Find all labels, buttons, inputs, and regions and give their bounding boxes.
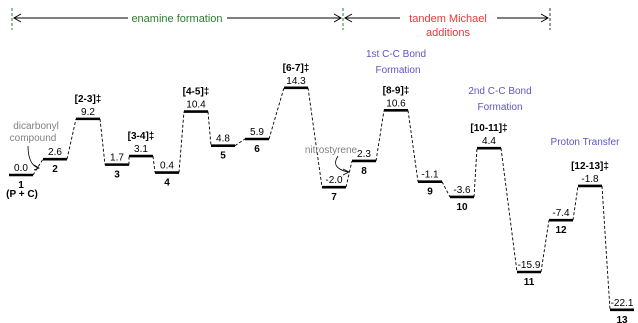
energy-value-9: -1.1 xyxy=(421,170,439,181)
connector-8 xyxy=(234,138,246,147)
tandem-michael-label-line2: additions xyxy=(426,27,471,39)
connector-10 xyxy=(307,87,323,188)
nitrostyrene-arrowhead-icon xyxy=(342,168,350,176)
energy-value-3: 1.7 xyxy=(110,153,124,164)
dicarbonyl-arrowhead-icon xyxy=(33,164,40,171)
michael-arrowhead-left xyxy=(343,13,353,23)
connector-16 xyxy=(500,148,518,273)
enamine-formation-label: enamine formation xyxy=(131,13,222,25)
state-label-8: 8 xyxy=(361,166,367,177)
phase-header: enamine formation tandem Michael additio… xyxy=(11,8,551,39)
proton-transfer-label: Proton Transfer xyxy=(551,137,621,148)
ts-label-12-13: [12-13]‡ xyxy=(571,161,609,172)
start-note: (P + C) xyxy=(6,189,38,200)
nitrostyrene-label: nitrostyrene xyxy=(305,145,358,156)
energy-value-10: -3.6 xyxy=(453,185,471,196)
annotations: dicarbonyl compound (P + C) nitrostyrene… xyxy=(6,49,620,200)
connector-9 xyxy=(268,87,285,140)
connector-15 xyxy=(473,148,478,197)
connector-5 xyxy=(152,156,156,173)
connector-13 xyxy=(407,110,419,182)
state-label-1: 1 xyxy=(18,180,24,191)
energy-value-2: 2.6 xyxy=(48,147,62,158)
first-cc-bond-label-line1: 1st C-C Bond xyxy=(366,49,426,60)
dicarbonyl-curved-arrow-icon xyxy=(27,145,39,169)
state-label-11: 11 xyxy=(524,277,535,288)
connector-6 xyxy=(178,111,185,173)
state-label-12: 12 xyxy=(555,225,567,236)
profile-values: 0.0 2.6 9.2 1.7 3.1 0.4 10.4 4.8 5.9 14.3 -2.0 2.3 1… xyxy=(14,76,634,309)
connector-18 xyxy=(572,185,579,221)
energy-value-5: 4.8 xyxy=(216,134,230,145)
ts-label-10-11: [10-11]‡ xyxy=(470,123,507,134)
nitrostyrene-curved-arrow-icon xyxy=(335,155,349,173)
profile-connectors xyxy=(32,87,611,310)
connector-19 xyxy=(601,185,611,310)
connector-11 xyxy=(345,160,353,188)
energy-value-6: 5.9 xyxy=(250,127,264,138)
tandem-michael-label-line1: tandem Michael xyxy=(409,13,487,25)
dicarbonyl-label-line2: compound xyxy=(10,133,57,144)
energy-value-6-7: 14.3 xyxy=(286,76,306,87)
energy-value-1: 0.0 xyxy=(14,163,28,174)
connector-1 xyxy=(32,158,44,176)
energy-value-7: -2.0 xyxy=(325,175,343,186)
connector-14 xyxy=(441,181,451,198)
first-cc-bond-label-line2: Formation xyxy=(375,65,420,76)
dicarbonyl-label-line1: dicarbonyl xyxy=(13,121,59,132)
ts-label-3-4: [3-4]‡ xyxy=(128,131,155,142)
energy-value-13: -22.1 xyxy=(611,298,634,309)
ts-label-2-3: [2-3]‡ xyxy=(75,94,102,105)
state-label-9: 9 xyxy=(427,187,433,198)
michael-arrowhead-right xyxy=(540,13,550,23)
energy-value-10-11: 4.4 xyxy=(482,136,496,147)
energy-value-4-5: 10.4 xyxy=(186,100,206,111)
state-label-10: 10 xyxy=(456,202,468,213)
energy-value-12-13: -1.8 xyxy=(581,174,599,185)
connector-17 xyxy=(540,220,550,273)
energy-value-8-9: 10.6 xyxy=(386,98,406,109)
ts-label-4-5: [4-5]‡ xyxy=(183,87,210,98)
connector-3 xyxy=(99,118,106,165)
energy-value-4: 0.4 xyxy=(160,161,174,172)
state-label-4: 4 xyxy=(164,178,170,189)
energy-value-3-4: 3.1 xyxy=(134,144,148,155)
enamine-arrowhead-left xyxy=(12,13,22,23)
state-label-6: 6 xyxy=(254,144,260,155)
state-label-2: 2 xyxy=(52,164,58,175)
energy-value-2-3: 9.2 xyxy=(81,107,95,118)
energy-value-11: -15.9 xyxy=(518,260,541,271)
energy-value-12: -7.4 xyxy=(552,208,570,219)
second-cc-bond-label-line2: Formation xyxy=(477,102,522,113)
energy-value-8: 2.3 xyxy=(357,149,371,160)
ts-label-8-9: [8-9]‡ xyxy=(383,85,410,96)
state-label-5: 5 xyxy=(220,151,226,162)
profile-levels xyxy=(9,86,634,312)
state-label-7: 7 xyxy=(331,192,337,203)
enamine-arrowhead-right xyxy=(333,13,343,23)
connector-2 xyxy=(66,118,77,160)
connector-7 xyxy=(207,111,212,146)
profile-labels: 12[2-3]‡3[3-4]‡4[4-5]‡56[6-7]‡78[8-9]‡91… xyxy=(18,63,628,323)
state-label-3: 3 xyxy=(114,170,120,181)
ts-label-6-7: [6-7]‡ xyxy=(283,63,310,74)
second-cc-bond-label-line1: 2nd C-C Bond xyxy=(468,86,531,97)
state-label-13: 13 xyxy=(616,315,628,323)
connector-12 xyxy=(375,110,385,162)
